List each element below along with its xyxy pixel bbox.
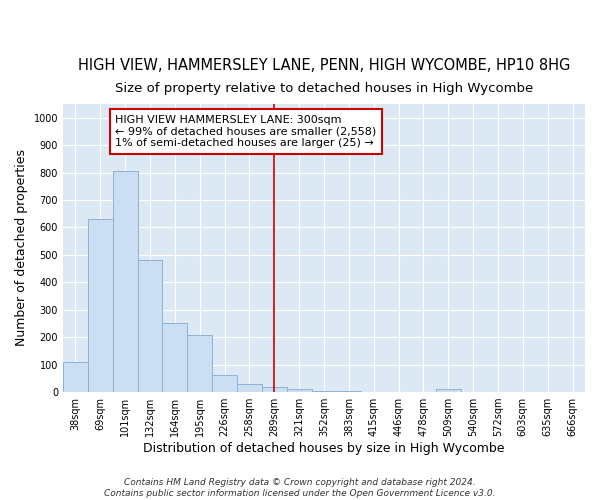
- Y-axis label: Number of detached properties: Number of detached properties: [15, 150, 28, 346]
- Bar: [262, 387, 287, 392]
- Bar: [311, 390, 337, 392]
- Bar: [237, 384, 262, 392]
- Text: HIGH VIEW HAMMERSLEY LANE: 300sqm
← 99% of detached houses are smaller (2,558)
1: HIGH VIEW HAMMERSLEY LANE: 300sqm ← 99% …: [115, 115, 376, 148]
- Bar: [113, 171, 137, 392]
- Bar: [212, 375, 237, 392]
- Bar: [187, 336, 212, 392]
- X-axis label: Distribution of detached houses by size in High Wycombe: Distribution of detached houses by size …: [143, 442, 505, 455]
- Bar: [436, 390, 461, 392]
- Bar: [163, 324, 187, 392]
- Bar: [63, 362, 88, 392]
- Title: HIGH VIEW, HAMMERSLEY LANE, PENN, HIGH WYCOMBE, HP10 8HG: HIGH VIEW, HAMMERSLEY LANE, PENN, HIGH W…: [78, 58, 570, 72]
- Text: Contains HM Land Registry data © Crown copyright and database right 2024.
Contai: Contains HM Land Registry data © Crown c…: [104, 478, 496, 498]
- Text: Size of property relative to detached houses in High Wycombe: Size of property relative to detached ho…: [115, 82, 533, 96]
- Bar: [88, 219, 113, 392]
- Bar: [287, 388, 311, 392]
- Bar: [137, 260, 163, 392]
